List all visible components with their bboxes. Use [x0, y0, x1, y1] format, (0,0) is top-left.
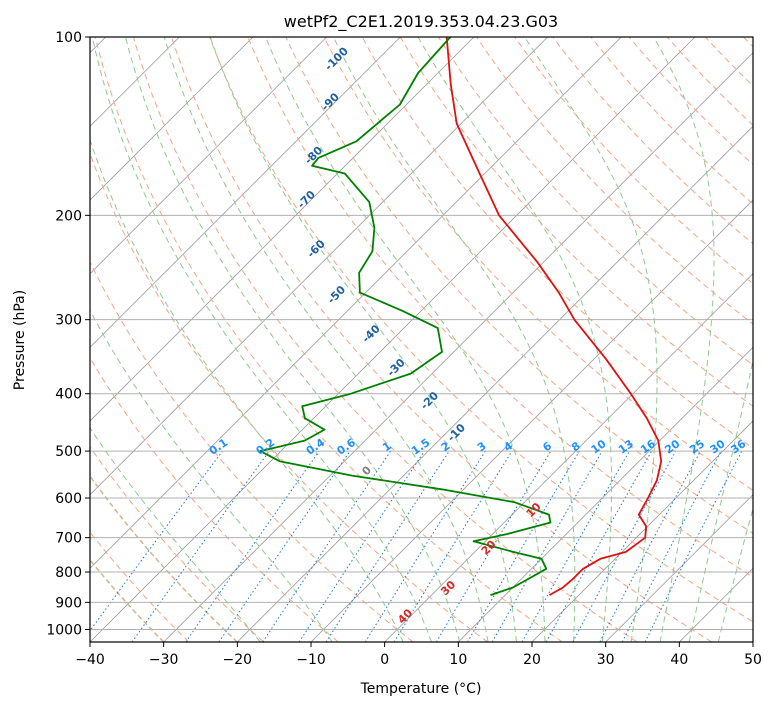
- x-tick-label: 0: [380, 652, 389, 668]
- x-tick-label: 30: [597, 652, 615, 668]
- y-tick-label: 500: [55, 444, 82, 460]
- moist-adiabat-line: [163, 37, 489, 642]
- moist-adiabat-line: [332, 37, 576, 642]
- dry-adiabat-line: [247, 37, 753, 578]
- mixing-ratio-line: [393, 450, 513, 642]
- mixing-ratio-line: [572, 450, 677, 642]
- y-tick-label: 400: [55, 387, 82, 403]
- y-axis-label: Pressure (hPa): [12, 290, 28, 390]
- chart-title: wetPf2_C2E1.2019.353.04.23.G03: [284, 12, 558, 32]
- isotherm-line: [531, 420, 753, 642]
- moist-adiabat-line: [717, 506, 753, 642]
- y-axis-ticks: 100 200 300 400 500 600 700 800 900 1000: [46, 30, 90, 638]
- isotherm-line: [90, 37, 401, 348]
- x-axis-label: Temperature (°C): [360, 681, 482, 697]
- mixing-ratio-line: [185, 450, 320, 642]
- isotherm-line: [237, 125, 753, 642]
- mixing-ratio-line: [131, 450, 270, 642]
- mixing-ratio-line: [90, 450, 223, 632]
- y-tick-label: 300: [55, 313, 82, 329]
- dry-adiabat-line: [90, 260, 414, 642]
- y-tick-label: 900: [55, 595, 82, 611]
- profile-lines: [259, 37, 663, 596]
- dry-adiabat-line: [171, 37, 712, 642]
- moist-adiabat-line: [417, 37, 612, 642]
- moist-adiabat-line: [90, 309, 333, 642]
- x-axis-ticks: −40 −30 −20 −10 0 10 20 30 40 50: [75, 642, 762, 668]
- dry-adiabat-line: [90, 446, 264, 642]
- isotherm-line: [458, 346, 753, 642]
- isotherm-line: [90, 37, 696, 642]
- y-tick-label: 800: [55, 565, 82, 581]
- dry-adiabat-line: [476, 37, 753, 325]
- isotherm-line: [90, 37, 622, 569]
- isotherm-line: [90, 37, 475, 422]
- y-tick-label: 200: [55, 208, 82, 224]
- moist-adiabat-line: [653, 37, 715, 642]
- plot-background: [90, 37, 753, 642]
- moist-adiabat-line: [91, 37, 432, 642]
- moist-adiabat-line: [524, 37, 658, 642]
- isotherm-line: [90, 37, 254, 201]
- theta-e-line: [90, 558, 165, 642]
- moist-adiabat-line: [265, 37, 546, 642]
- mixing-ratio-line: [298, 450, 425, 642]
- x-tick-label: 40: [670, 652, 688, 668]
- mixing-ratio-line: [545, 450, 653, 642]
- y-tick-label: 600: [55, 491, 82, 507]
- mixing-ratio-line: [262, 450, 392, 642]
- y-tick-label: 1000: [46, 622, 82, 638]
- plot-frame: [89, 36, 754, 643]
- isotherm-line: [163, 52, 753, 642]
- mixing-ratio-line: [644, 450, 743, 642]
- isotherm-line: [90, 37, 548, 496]
- isotherm-line: [90, 37, 327, 275]
- background-lines: [90, 37, 753, 642]
- isotherm-line: [605, 494, 753, 642]
- isotherm-line: [384, 273, 753, 642]
- dry-adiabat-line: [90, 356, 339, 642]
- x-tick-label: −30: [149, 652, 179, 668]
- temperature-profile-line: [445, 37, 663, 596]
- moist-adiabat-line: [209, 37, 517, 642]
- y-tick-label: 700: [55, 531, 82, 547]
- x-tick-label: −10: [296, 652, 326, 668]
- dry-adiabat-line: [94, 37, 563, 642]
- moist-adiabat-line: [125, 37, 461, 642]
- moist-adiabat-line: [90, 138, 404, 642]
- x-tick-label: 50: [744, 652, 762, 668]
- mixing-ratio-line: [218, 450, 351, 642]
- x-tick-label: 10: [449, 652, 467, 668]
- x-tick-label: 20: [523, 652, 541, 668]
- dry-adiabat-line: [323, 37, 753, 491]
- x-tick-label: −20: [223, 652, 253, 668]
- dewpoint-profile-line: [259, 37, 552, 596]
- mixing-ratio-line: [325, 450, 450, 642]
- mixing-ratio-line: [521, 450, 630, 642]
- moist-adiabat-line: [688, 358, 753, 642]
- moist-adiabat-line: [90, 427, 261, 642]
- theta-e-line: [90, 474, 238, 642]
- dry-adiabat-line: [209, 37, 753, 623]
- pressure-gridlines: [90, 37, 753, 630]
- x-tick-label: −40: [75, 652, 105, 668]
- dry-adiabat-line: [514, 37, 753, 285]
- dry-adiabat-line: [285, 37, 753, 535]
- y-tick-label: 100: [55, 30, 82, 46]
